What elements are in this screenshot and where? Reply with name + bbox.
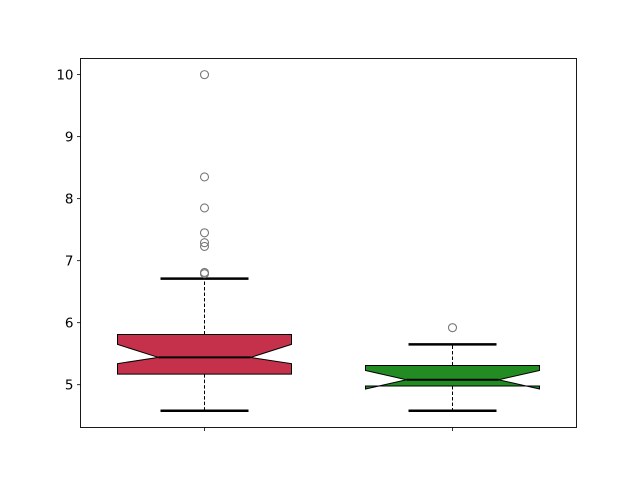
y-tick-label: 8 (65, 192, 74, 208)
outlier-point (199, 267, 210, 278)
outlier-point (199, 238, 210, 248)
box-group-2 (365, 323, 540, 413)
outlier-point (447, 323, 458, 333)
outlier-point (199, 241, 210, 251)
y-tick-label: 9 (65, 130, 74, 146)
outlier-point (199, 228, 210, 238)
box (365, 364, 540, 390)
y-tick-label: 10 (56, 68, 73, 84)
outlier-point (199, 203, 210, 213)
outlier-point (199, 172, 210, 182)
y-tick-label: 6 (65, 316, 74, 332)
y-tick-label: 7 (65, 254, 74, 270)
box (117, 333, 292, 375)
box-group-1 (117, 70, 292, 413)
outlier-point (199, 70, 210, 80)
y-tick-label: 5 (65, 378, 74, 394)
